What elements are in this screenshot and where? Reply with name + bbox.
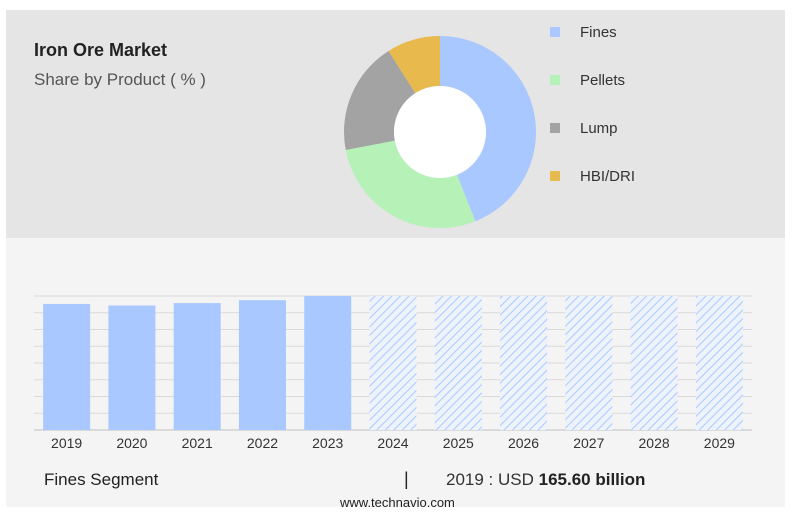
footer-value: 2019 : USD 165.60 billion [446, 470, 645, 490]
x-tick-label: 2022 [247, 435, 278, 451]
forecast-bar-2028 [630, 296, 678, 430]
legend-label: HBI/DRI [580, 167, 636, 185]
donut-slice-fines [440, 36, 536, 222]
legend-item-hbi-dri: HBI/DRI [550, 166, 635, 186]
forecast-bar-2027 [565, 296, 613, 430]
x-tick-label: 2026 [508, 435, 539, 451]
donut-chart [344, 36, 536, 228]
forecast-bar-2029 [695, 296, 743, 430]
footer-separator: | [404, 469, 409, 489]
donut-hole [394, 86, 486, 178]
x-tick-label: 2019 [51, 435, 82, 451]
x-tick-label: 2020 [116, 435, 147, 451]
x-tick-label: 2025 [443, 435, 474, 451]
forecast-bar-2024 [369, 296, 417, 430]
x-tick-label: 2027 [573, 435, 604, 451]
legend-item-pellets: Pellets [550, 70, 625, 90]
bar-2020 [108, 305, 156, 430]
footer-value-amount: 165.60 billion [538, 470, 646, 489]
bar-chart: 2019 2020 2021 2022 2023 2024 2025 2026 2027 2028… [34, 295, 752, 451]
bar-2023 [304, 296, 352, 430]
legend-label: Pellets [580, 71, 626, 89]
legend-label: Lump [580, 119, 618, 137]
bar-2022 [238, 300, 286, 430]
x-tick-label: 2023 [312, 435, 343, 451]
x-tick-label: 2021 [182, 435, 213, 451]
donut-slice-lump [344, 50, 416, 150]
legend-label: Fines [580, 23, 617, 41]
chart-subtitle: Share by Product ( % ) [34, 70, 206, 89]
chart-title: Iron Ore Market [34, 40, 168, 60]
source-url: www.technavio.com [340, 495, 455, 510]
forecast-bar-2025 [434, 296, 482, 430]
forecast-bar-2026 [500, 296, 548, 430]
x-tick-label: 2029 [704, 435, 735, 451]
legend-swatch [550, 27, 560, 37]
x-tick-label: 2028 [639, 435, 670, 451]
legend-item-lump: Lump [550, 118, 618, 138]
legend-item-fines: Fines [550, 22, 617, 42]
legend-swatch [550, 171, 560, 181]
x-tick-label: 2024 [377, 435, 408, 451]
legend-swatch [550, 123, 560, 133]
bar-2021 [173, 303, 221, 430]
legend-swatch [550, 75, 560, 85]
donut-slice-hbi-dri [388, 36, 440, 94]
footer-year-label: 2019 : USD [446, 470, 534, 489]
donut-slice-pellets [345, 140, 476, 228]
bar-2019 [43, 303, 91, 430]
footer-segment-label: Fines Segment [44, 470, 159, 489]
